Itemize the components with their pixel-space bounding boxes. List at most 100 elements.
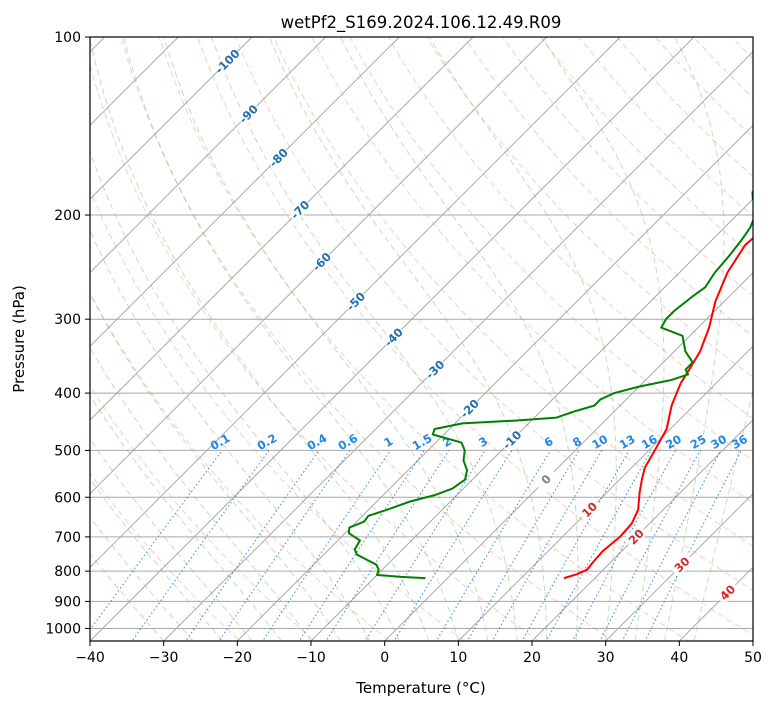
- dry-adiabat: [311, 37, 753, 504]
- x-tick-label: 50: [744, 650, 762, 666]
- mixing-ratio-line: [262, 450, 391, 641]
- dry-adiabat: [387, 37, 753, 420]
- mixing-ratio-line: [466, 450, 580, 641]
- isotherm-label-bg: [287, 197, 313, 222]
- moist-adiabat: [90, 437, 253, 641]
- mixing-ratio-label: 20: [663, 432, 684, 452]
- isotherm-line: [90, 37, 180, 127]
- isotherm-line: [604, 492, 753, 641]
- mixing-ratio-line: [545, 450, 652, 641]
- isotherm-label-bg: [456, 395, 482, 421]
- dry-adiabat: [90, 63, 540, 641]
- moist-adiabat: [123, 37, 459, 641]
- isotherm-label-bg: [265, 145, 291, 170]
- moist-adiabat: [428, 37, 617, 641]
- isotherm-label-bg: [235, 101, 261, 127]
- moist-adiabat: [211, 37, 518, 641]
- x-tick-label: −30: [149, 650, 179, 666]
- isotherm-line: [236, 124, 753, 641]
- isotherm-line: [90, 37, 548, 495]
- mixing-ratio-label: 10: [589, 432, 610, 452]
- mixing-ratio-line: [521, 450, 630, 641]
- y-tick-label: 600: [54, 490, 81, 506]
- isotherm-line: [90, 37, 474, 421]
- mixing-ratio-line: [435, 450, 552, 641]
- x-tick-label: 20: [523, 650, 541, 666]
- moist-adiabat: [163, 37, 489, 641]
- moist-adiabat: [90, 229, 371, 641]
- isotherm-label-bg: [343, 288, 368, 314]
- isotherm-line: [90, 37, 401, 348]
- dewpoint-profile-line: [347, 190, 753, 580]
- dry-adiabat: [196, 37, 753, 636]
- dry-adiabat: [90, 472, 241, 641]
- mixing-ratio-line: [131, 450, 270, 641]
- chart-title: wetPf2_S169.2024.106.12.49.R09: [281, 13, 562, 33]
- moist-adiabat: [90, 552, 165, 641]
- mixing-ratio-label: 25: [688, 432, 709, 452]
- isotherm-label-bg: [309, 249, 334, 274]
- isotherm-label-bg: [422, 356, 448, 382]
- isotherm-label-bg: [499, 427, 525, 452]
- x-tick-label: 30: [597, 650, 615, 666]
- y-tick-label: 500: [54, 443, 81, 459]
- dry-adiabat: [235, 37, 753, 591]
- dry-adiabat: [502, 37, 753, 297]
- y-tick-label: 400: [54, 386, 81, 402]
- isotherm-label-bg: [214, 48, 240, 74]
- moist-adiabat: [541, 37, 665, 641]
- isotherm-line: [90, 37, 253, 200]
- x-tick-label: −10: [296, 650, 326, 666]
- mixing-ratio-line: [90, 450, 223, 631]
- isotherm-label-bg: [380, 324, 406, 350]
- mixing-ratio-line: [185, 450, 320, 641]
- y-tick-label: 800: [54, 564, 81, 580]
- moist-adiabat: [90, 292, 341, 641]
- dry-adiabat: [158, 37, 690, 641]
- dry-adiabat: [90, 188, 465, 641]
- moist-adiabat: [693, 388, 753, 641]
- moist-adiabat: [90, 37, 430, 641]
- y-tick-label: 100: [54, 30, 81, 46]
- axes: −40 −30 −20 −10 0 10 20 30 40 50 100 200 300 400 500 60…: [45, 30, 762, 666]
- isotherm-label-bg: [669, 551, 695, 577]
- y-tick-label: 200: [54, 208, 81, 224]
- mixing-ratio-line: [218, 450, 351, 641]
- isotherm-line: [457, 345, 753, 641]
- x-tick-label: −40: [75, 650, 105, 666]
- mixing-ratio-line: [325, 450, 450, 641]
- dry-adiabat: [273, 37, 753, 547]
- temperature-profile-line: [563, 236, 753, 580]
- x-tick-label: 40: [670, 650, 688, 666]
- mixing-ratio-line: [298, 450, 425, 641]
- dry-adiabat: [120, 37, 615, 641]
- dry-adiabat: [349, 37, 753, 462]
- mixing-ratio-label: 30: [708, 432, 729, 452]
- isotherm-label-bg: [623, 524, 649, 549]
- y-tick-label: 900: [54, 594, 81, 610]
- isotherm-line: [310, 198, 753, 641]
- y-tick-label: 700: [54, 530, 81, 546]
- mixing-ratio-label: 36: [729, 432, 750, 452]
- x-axis-label: Temperature (°C): [355, 679, 485, 697]
- x-tick-label: 10: [449, 650, 467, 666]
- mixing-ratio-line: [491, 450, 603, 641]
- dry-adiabat: [463, 37, 753, 337]
- moist-adiabat: [339, 37, 579, 641]
- isotherm-label-bg: [714, 579, 740, 605]
- x-tick-label: 0: [380, 650, 389, 666]
- isotherm-line: [531, 419, 753, 641]
- dry-adiabat: [90, 291, 391, 641]
- moist-adiabat: [90, 516, 194, 641]
- moist-adiabat: [90, 478, 223, 641]
- y-tick-label: 1000: [45, 621, 81, 637]
- isotherm-line: [162, 50, 753, 641]
- mixing-ratio-label: 13: [617, 432, 638, 452]
- y-axis-label: Pressure (hPa): [10, 285, 28, 393]
- plot-area: 0.10.20.40.611.52346810131620253036-100-…: [90, 37, 753, 641]
- mixing-ratio-line: [621, 450, 722, 641]
- mixing-ratio-line: [644, 450, 742, 641]
- isotherm-label-bg: [533, 466, 559, 492]
